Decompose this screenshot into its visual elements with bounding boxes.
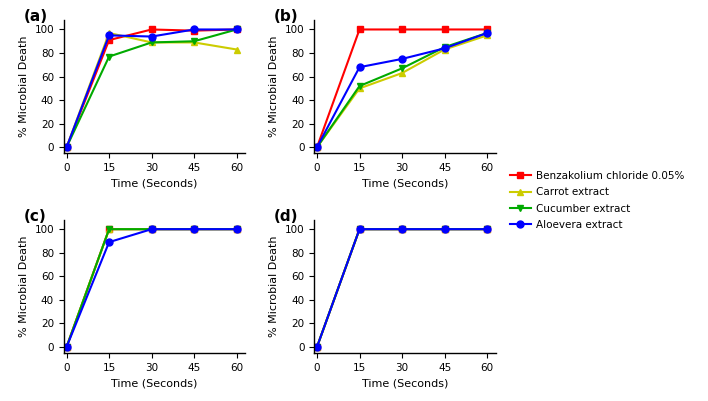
Y-axis label: % Microbial Death: % Microbial Death <box>269 235 279 337</box>
Y-axis label: % Microbial Death: % Microbial Death <box>19 235 29 337</box>
X-axis label: Time (Seconds): Time (Seconds) <box>111 378 198 388</box>
X-axis label: Time (Seconds): Time (Seconds) <box>362 378 448 388</box>
Y-axis label: % Microbial Death: % Microbial Death <box>269 36 279 138</box>
Text: (a): (a) <box>24 9 48 24</box>
Text: (b): (b) <box>274 9 299 24</box>
Text: (c): (c) <box>24 209 47 224</box>
Y-axis label: % Microbial Death: % Microbial Death <box>19 36 29 138</box>
Legend: Benzakolium chloride 0.05%, Carrot extract, Cucumber extract, Aloevera extract: Benzakolium chloride 0.05%, Carrot extra… <box>508 169 687 232</box>
X-axis label: Time (Seconds): Time (Seconds) <box>362 178 448 188</box>
X-axis label: Time (Seconds): Time (Seconds) <box>111 178 198 188</box>
Text: (d): (d) <box>274 209 299 224</box>
